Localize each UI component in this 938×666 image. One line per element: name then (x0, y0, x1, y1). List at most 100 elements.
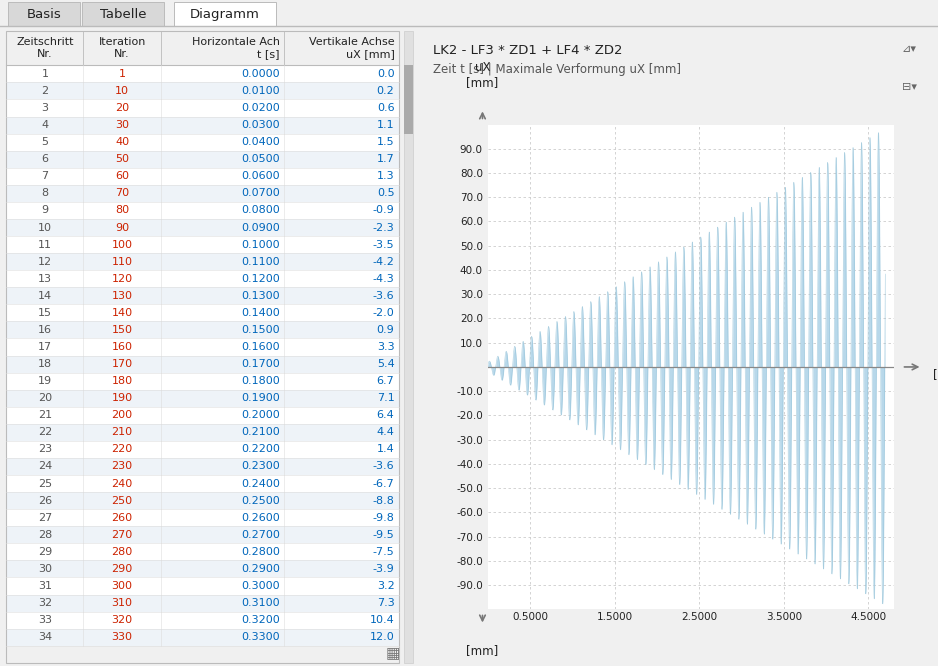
Text: 0.6: 0.6 (377, 103, 395, 113)
Text: Horizontale Ach
t [s]: Horizontale Ach t [s] (191, 37, 280, 59)
Text: -2.0: -2.0 (372, 308, 395, 318)
Text: 1.4: 1.4 (377, 444, 395, 454)
Text: 2: 2 (41, 86, 49, 96)
Text: 6.4: 6.4 (377, 410, 395, 420)
Text: 12.0: 12.0 (370, 632, 395, 642)
Text: 7.3: 7.3 (377, 598, 395, 608)
Text: 34: 34 (38, 632, 52, 642)
Bar (174, 2, 276, 26)
Text: 130: 130 (112, 291, 132, 301)
Text: 16: 16 (38, 325, 52, 335)
Text: 150: 150 (112, 325, 132, 335)
Text: 20: 20 (38, 393, 52, 403)
Text: 80: 80 (115, 205, 129, 215)
Text: 26: 26 (38, 496, 52, 505)
Text: Zeit t [s] | Maximale Verformung uX [mm]: Zeit t [s] | Maximale Verformung uX [mm] (433, 63, 681, 76)
Text: 0.0900: 0.0900 (241, 222, 280, 232)
Text: t
[s]: t [s] (933, 353, 938, 381)
Text: 0.2000: 0.2000 (241, 410, 280, 420)
Text: 10: 10 (115, 86, 129, 96)
Text: 100: 100 (112, 240, 132, 250)
Text: -6.7: -6.7 (372, 479, 395, 489)
Text: 200: 200 (112, 410, 132, 420)
Text: 230: 230 (112, 462, 132, 472)
Text: 31: 31 (38, 581, 52, 591)
Bar (7, 611, 399, 629)
Text: 70: 70 (115, 188, 129, 198)
Text: -3.6: -3.6 (372, 291, 395, 301)
Text: 20: 20 (115, 103, 129, 113)
Text: Tabelle: Tabelle (99, 7, 146, 21)
Text: -9.8: -9.8 (372, 513, 395, 523)
Bar (7, 99, 399, 117)
Text: 7: 7 (41, 171, 49, 181)
Text: 0.2800: 0.2800 (241, 547, 280, 557)
Text: -3.5: -3.5 (372, 240, 395, 250)
Bar (7, 65, 399, 83)
Text: 50: 50 (115, 155, 129, 165)
Bar (7, 253, 399, 270)
Bar (7, 134, 399, 151)
Text: uX
[mm]: uX [mm] (466, 61, 499, 89)
Text: 22: 22 (38, 428, 52, 438)
Text: 0.3300: 0.3300 (241, 632, 280, 642)
Text: 4: 4 (41, 120, 49, 130)
Text: 140: 140 (112, 308, 132, 318)
Bar (7, 424, 399, 441)
Bar (7, 492, 399, 509)
Text: 0.2: 0.2 (377, 86, 395, 96)
Text: 0.1900: 0.1900 (241, 393, 280, 403)
Text: 0.9: 0.9 (377, 325, 395, 335)
Bar (7, 304, 399, 322)
Bar (7, 595, 399, 611)
Bar (7, 475, 399, 492)
Text: 7.1: 7.1 (377, 393, 395, 403)
Text: 25: 25 (38, 479, 52, 489)
Text: 0.0200: 0.0200 (241, 103, 280, 113)
Text: 4.4: 4.4 (376, 428, 395, 438)
Text: 0.1000: 0.1000 (241, 240, 280, 250)
Text: -7.5: -7.5 (372, 547, 395, 557)
Text: 18: 18 (38, 359, 52, 369)
Text: 30: 30 (38, 564, 52, 574)
Text: 8: 8 (41, 188, 49, 198)
Text: 10.4: 10.4 (370, 615, 395, 625)
Text: 0.3100: 0.3100 (241, 598, 280, 608)
Text: 24: 24 (38, 462, 52, 472)
Text: 1.7: 1.7 (377, 155, 395, 165)
Text: 23: 23 (38, 444, 52, 454)
Text: 0.2300: 0.2300 (241, 462, 280, 472)
Text: 0.0400: 0.0400 (241, 137, 280, 147)
Text: 0.1200: 0.1200 (241, 274, 280, 284)
Text: 260: 260 (112, 513, 132, 523)
Text: 290: 290 (112, 564, 132, 574)
Text: 0.1400: 0.1400 (241, 308, 280, 318)
Text: 1: 1 (118, 69, 126, 79)
Text: 12: 12 (38, 256, 52, 266)
Text: 14: 14 (38, 291, 52, 301)
Text: 10: 10 (38, 222, 52, 232)
Bar (7, 458, 399, 475)
Text: 0.0300: 0.0300 (241, 120, 280, 130)
Text: 1.3: 1.3 (377, 171, 395, 181)
Text: 0.2700: 0.2700 (241, 529, 280, 539)
Text: ▦: ▦ (386, 646, 400, 661)
Text: 1.1: 1.1 (377, 120, 395, 130)
Text: 310: 310 (112, 598, 132, 608)
Text: 0.2900: 0.2900 (241, 564, 280, 574)
Text: ⊿▾: ⊿▾ (901, 44, 916, 54)
Text: -0.9: -0.9 (372, 205, 395, 215)
Text: 210: 210 (112, 428, 132, 438)
Text: Vertikale Achse
uX [mm]: Vertikale Achse uX [mm] (309, 37, 395, 59)
Bar (7, 83, 399, 99)
Text: 60: 60 (115, 171, 129, 181)
Bar (7, 185, 399, 202)
Bar (7, 543, 399, 560)
Text: 19: 19 (38, 376, 52, 386)
Bar (82, 2, 164, 26)
Bar (7, 168, 399, 185)
Text: 0.2400: 0.2400 (241, 479, 280, 489)
Bar (7, 31, 399, 65)
Text: [mm]: [mm] (466, 645, 499, 657)
Text: -3.9: -3.9 (372, 564, 395, 574)
